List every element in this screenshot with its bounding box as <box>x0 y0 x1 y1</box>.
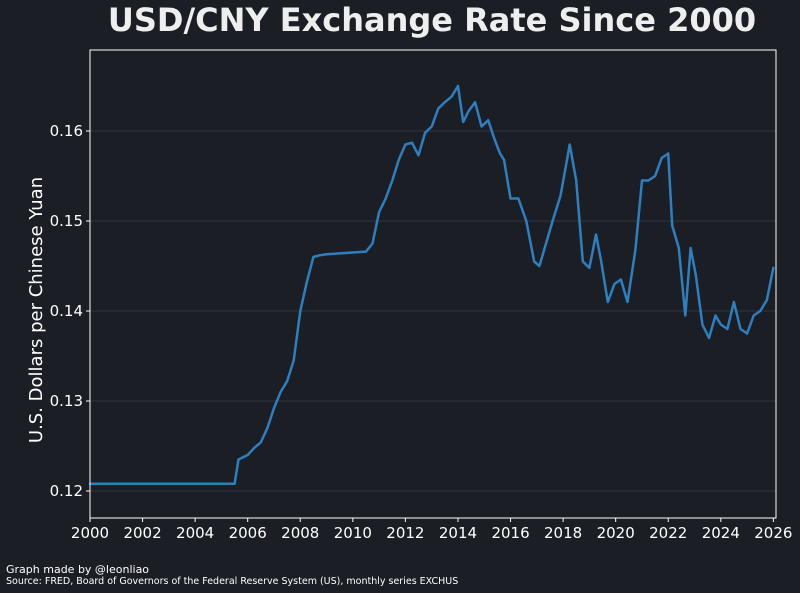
x-tick-label: 2014 <box>439 524 477 542</box>
x-tick-label: 2002 <box>123 524 161 542</box>
y-axis: 0.12 0.13 0.14 0.15 0.16 <box>50 122 90 500</box>
y-axis-label: U.S. Dollars per Chinese Yuan <box>26 177 47 443</box>
y-tick-label: 0.16 <box>50 122 83 140</box>
credit-text: Graph made by @leonliao <box>6 563 150 576</box>
y-tick-label: 0.13 <box>50 392 83 410</box>
y-tick-label: 0.15 <box>50 212 83 230</box>
x-tick-label: 2000 <box>71 524 109 542</box>
grid <box>90 130 776 492</box>
x-tick-label: 2018 <box>544 524 582 542</box>
x-tick-label: 2016 <box>491 524 529 542</box>
chart-title: USD/CNY Exchange Rate Since 2000 <box>108 1 756 39</box>
y-tick-label: 0.12 <box>50 482 83 500</box>
x-axis: 2000 2002 2004 2006 2008 2010 2012 2014 2016 2018… <box>71 518 792 542</box>
x-tick-label: 2012 <box>386 524 424 542</box>
x-tick-label: 2004 <box>176 524 214 542</box>
x-tick-label: 2006 <box>229 524 267 542</box>
x-tick-label: 2020 <box>597 524 635 542</box>
source-text: Source: FRED, Board of Governors of the … <box>6 576 459 587</box>
x-tick-label: 2008 <box>281 524 319 542</box>
x-tick-label: 2022 <box>649 524 687 542</box>
plot-frame <box>89 49 777 519</box>
series-line-usd-cny <box>88 84 775 486</box>
x-tick-label: 2024 <box>702 524 740 542</box>
y-tick-label: 0.14 <box>50 302 83 320</box>
x-tick-label: 2010 <box>334 524 372 542</box>
x-tick-label: 2026 <box>754 524 792 542</box>
